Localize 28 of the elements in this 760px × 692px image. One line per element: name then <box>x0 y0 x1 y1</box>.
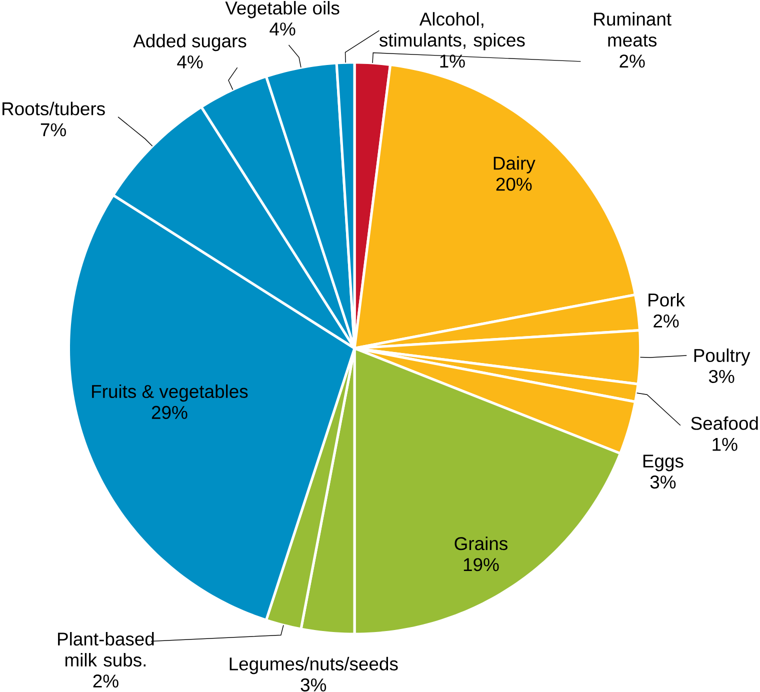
data-label: 2% <box>620 54 645 68</box>
slice-label: Vegetable oils <box>225 0 340 18</box>
slice-label: Eggs <box>643 454 684 471</box>
data-label: 4% <box>270 22 296 36</box>
slice-label: Poultry <box>694 348 750 366</box>
slice-label: Roots/tubers <box>2 102 105 116</box>
data-label: 4% <box>177 55 203 68</box>
data-label: 19% <box>464 558 499 571</box>
slice-label: Seafood <box>691 416 758 430</box>
data-label: 1% <box>440 54 465 68</box>
slice-label: Pork <box>648 292 686 306</box>
data-label: 3% <box>708 370 734 383</box>
slice-label: Plant-based milk subs. <box>58 632 154 666</box>
slice-label: Ruminant meats <box>594 12 672 46</box>
data-label: 2% <box>93 674 118 688</box>
data-label: 29% <box>152 406 188 419</box>
slice-label: Grains <box>454 536 508 550</box>
slice-label: Alcohol, stimulants, spices <box>379 12 525 50</box>
slice-label: Dairy <box>494 156 536 174</box>
data-label: 3% <box>650 475 676 488</box>
data-label: 3% <box>300 678 326 692</box>
data-label: 2% <box>654 314 679 328</box>
data-label: 1% <box>712 438 738 451</box>
data-label: 20% <box>496 177 532 191</box>
slice-label: Fruits & vegetables <box>92 384 248 402</box>
slice-label: Legumes/nuts/seeds <box>230 656 398 674</box>
slice-label: Added sugars <box>133 34 246 51</box>
data-label: 7% <box>40 123 66 136</box>
